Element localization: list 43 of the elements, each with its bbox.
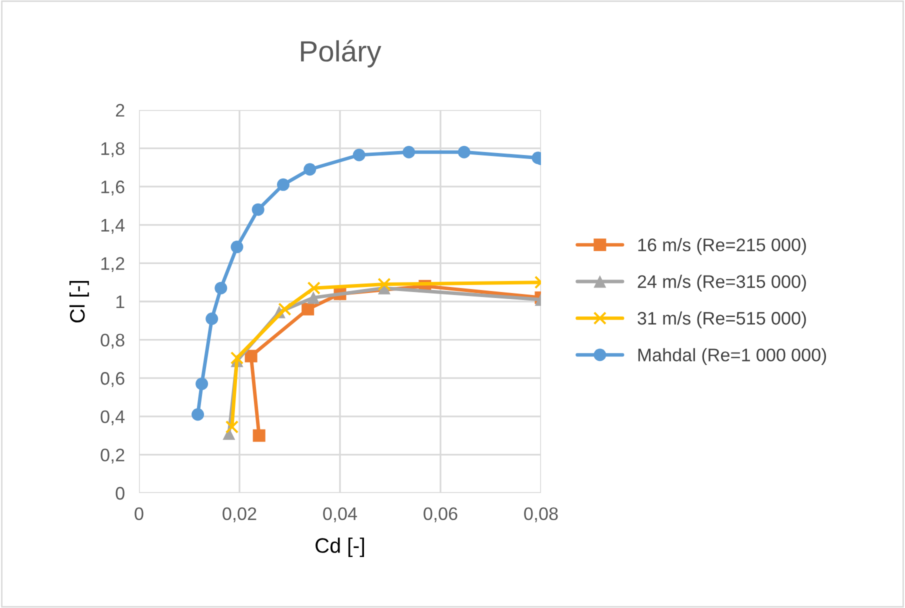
- point: [225, 420, 239, 434]
- legend-label: 16 m/s (Re=215 000): [638, 238, 806, 255]
- y-tick-label: 1,8: [101, 142, 124, 158]
- point: [214, 282, 228, 294]
- point: [252, 203, 264, 216]
- y-tick-label: 0,8: [100, 334, 124, 349]
- y-tick-label: 2: [116, 104, 124, 117]
- point: [230, 351, 244, 365]
- y-tick-label: 1,4: [101, 219, 125, 234]
- point: [304, 163, 316, 176]
- point: [352, 148, 366, 162]
- x-tick-label: 0,06: [424, 507, 458, 522]
- x-tick-label: 0,08: [524, 507, 558, 522]
- point: [378, 278, 391, 291]
- legend-label: Mahdal (Re=1 000 000): [638, 348, 826, 365]
- y-tick-label: 1,6: [101, 180, 124, 196]
- y-tick-label: 0,4: [100, 410, 125, 426]
- x-tick-label: 0,04: [323, 507, 358, 522]
- point: [276, 178, 290, 191]
- legend-label: 24 m/s (Re=315 000): [638, 274, 806, 292]
- point: [230, 240, 244, 254]
- chart-title: Poláry: [301, 40, 382, 68]
- point: [196, 378, 208, 390]
- point: [302, 302, 314, 316]
- point: [278, 302, 292, 316]
- y-tick-label: 0: [116, 486, 124, 500]
- y-axis-title: Cl [-]: [69, 280, 89, 322]
- x-tick-label: 0: [134, 507, 144, 520]
- point: [307, 291, 320, 304]
- y-tick-label: 0,6: [100, 372, 124, 387]
- y-tick-label: 1,2: [101, 257, 124, 272]
- point: [244, 350, 258, 362]
- legend-label: 31 m/s (Re=515 000): [638, 311, 806, 328]
- point: [252, 429, 266, 442]
- x-axis-title: Cd [-]: [316, 538, 364, 558]
- x-tick-label: 0,02: [222, 507, 256, 522]
- point: [307, 281, 320, 295]
- y-tick-label: 1: [116, 296, 124, 308]
- point: [458, 146, 470, 158]
- y-tick-label: 0,2: [100, 448, 124, 464]
- point: [206, 312, 218, 325]
- point: [192, 408, 204, 421]
- point: [402, 146, 416, 158]
